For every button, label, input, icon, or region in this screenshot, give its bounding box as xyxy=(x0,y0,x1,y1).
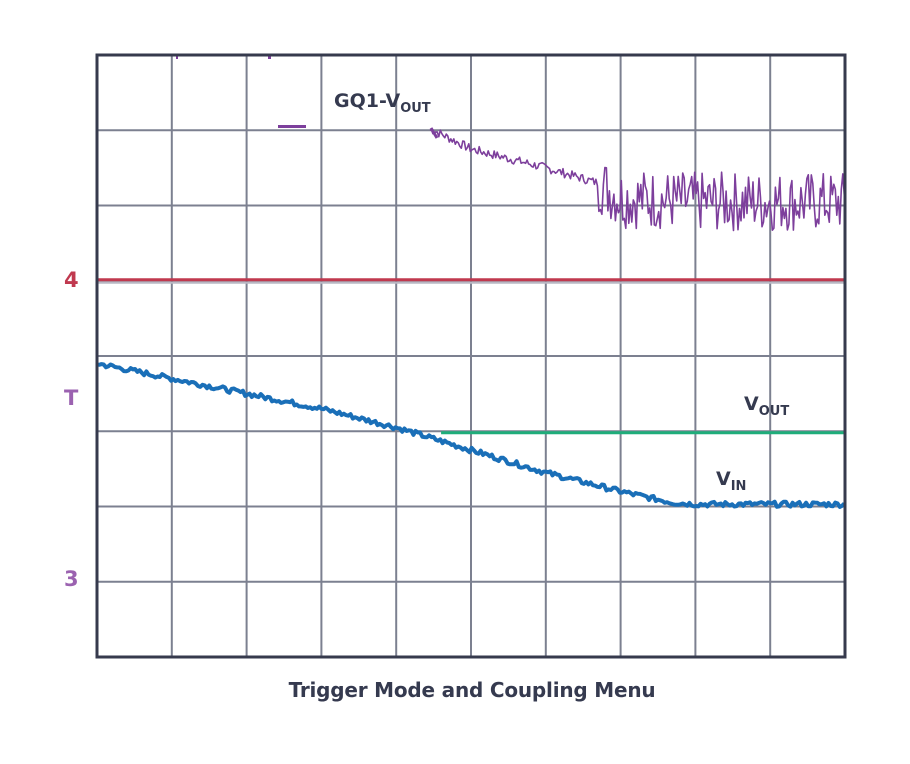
gq1-label-sub: OUT xyxy=(400,101,431,116)
traces xyxy=(96,55,846,509)
vin-label-main: V xyxy=(716,468,731,490)
channel-3-marker: 3 xyxy=(64,567,79,591)
gq1-label-main: GQ1-V xyxy=(334,90,401,112)
channel-4-marker: 4 xyxy=(64,268,79,292)
grid-lines xyxy=(97,55,845,657)
vout-label: VOUT xyxy=(744,393,789,419)
vin-label-sub: IN xyxy=(730,479,747,494)
plot-frame xyxy=(95,53,847,659)
vin-label: VIN xyxy=(716,468,746,494)
trigger-marker: T xyxy=(64,386,79,410)
vout-label-sub: OUT xyxy=(758,404,790,419)
vout-label-main: V xyxy=(744,393,759,415)
gq1-vout-label: GQ1-VOUT xyxy=(334,90,431,116)
chart-caption: Trigger Mode and Coupling Menu xyxy=(288,678,656,702)
